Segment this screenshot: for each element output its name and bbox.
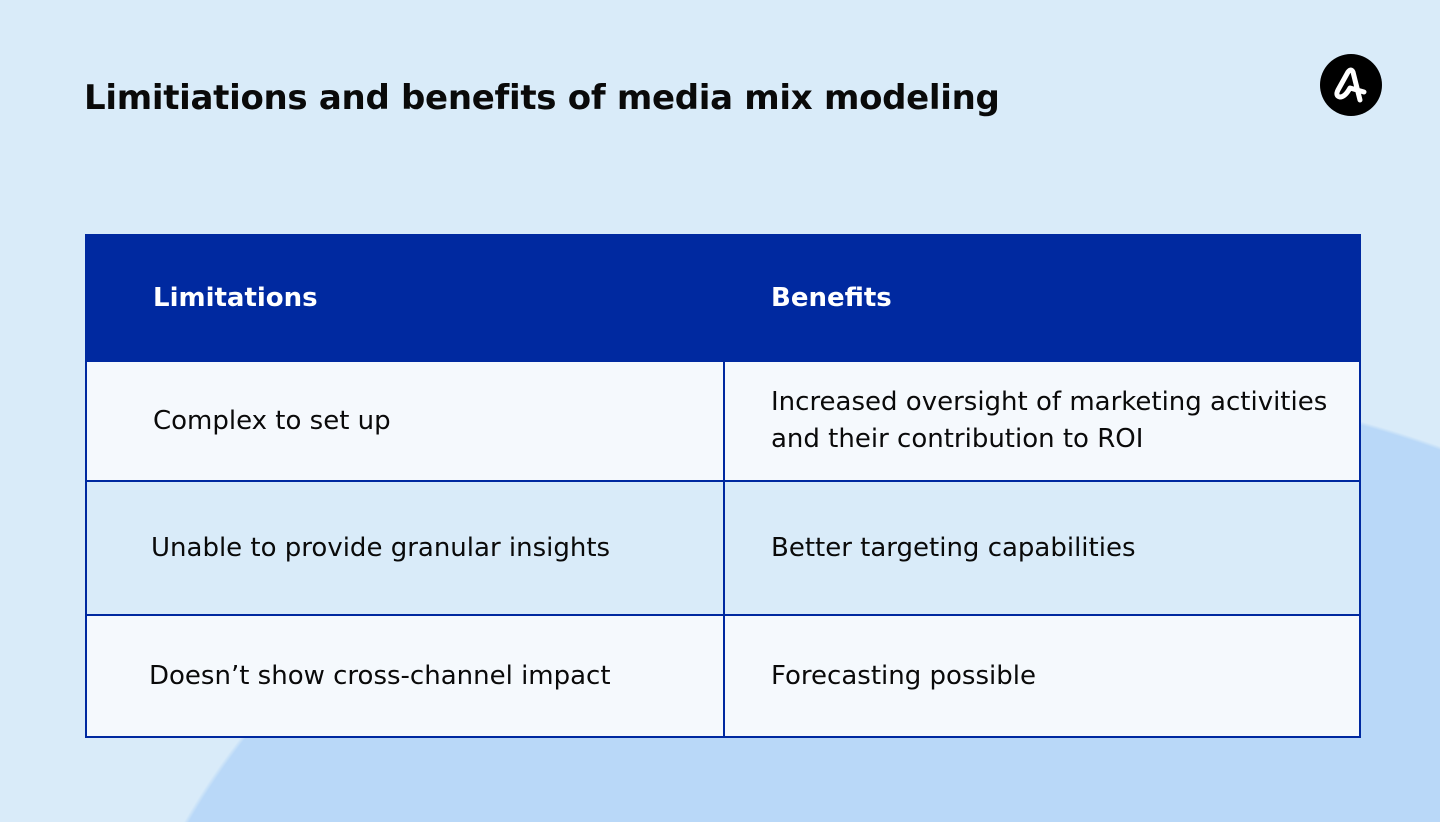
table-row: Doesn’t show cross-channel impact Foreca… [85, 614, 1361, 738]
benefit-cell: Increased oversight of marketing activit… [723, 360, 1361, 482]
limitation-cell: Complex to set up [85, 360, 725, 482]
table-header-row: Limitations Benefits [85, 234, 1361, 362]
comparison-table: Limitations Benefits Complex to set up I… [85, 234, 1361, 738]
brand-logo-icon [1320, 54, 1382, 116]
limitation-cell: Doesn’t show cross-channel impact [85, 614, 725, 738]
benefit-cell: Forecasting possible [723, 614, 1361, 738]
benefit-cell: Better targeting capabilities [723, 480, 1361, 616]
header-limitations: Limitations [85, 234, 725, 362]
header-benefits: Benefits [723, 234, 1361, 362]
page-title: Limitiations and benefits of media mix m… [84, 78, 1000, 118]
limitation-cell: Unable to provide granular insights [85, 480, 725, 616]
table-row: Unable to provide granular insights Bett… [85, 480, 1361, 616]
table-row: Complex to set up Increased oversight of… [85, 360, 1361, 482]
